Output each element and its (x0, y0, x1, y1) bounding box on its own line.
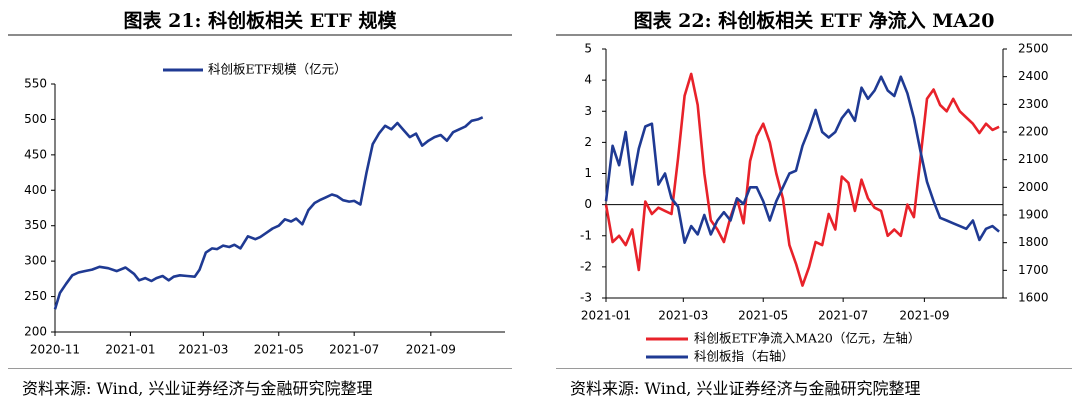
right-y-tick-label: 5 (584, 42, 592, 56)
left-source-divider (8, 368, 512, 369)
right-y2-tick-label: 1600 (1018, 291, 1049, 305)
left-x-tick-label: 2021-01 (105, 343, 155, 357)
left-x-tick-label: 2021-05 (254, 343, 304, 357)
right-y2-tick-label: 2000 (1018, 180, 1049, 194)
left-legend-label: 科创板ETF规模（亿元） (208, 62, 347, 77)
left-x-tick-label: 2020-11 (30, 343, 80, 357)
right-y-tick-label: 3 (584, 104, 592, 118)
right-index-line (604, 75, 1000, 244)
right-y-tick-label: 2 (584, 135, 592, 149)
left-y-tick-label: 400 (24, 183, 47, 197)
left-x-tick-label: 2021-09 (406, 343, 456, 357)
right-chart-source: 资料来源: Wind, 兴业证券经济与金融研究院整理 (570, 379, 921, 398)
left-y-tick-label: 200 (24, 325, 47, 339)
left-chart-source: 资料来源: Wind, 兴业证券经济与金融研究院整理 (22, 379, 373, 398)
right-y2-tick-label: 2400 (1018, 69, 1049, 83)
right-y2-tick-label: 2200 (1018, 125, 1049, 139)
right-y-tick-label: -2 (580, 259, 592, 273)
left-y-tick-label: 450 (24, 147, 47, 161)
left-chart-title: 图表 21: 科创板相关 ETF 规模 (123, 10, 397, 32)
right-x-tick-label: 2021-07 (818, 309, 868, 323)
right-x-tick-label: 2021-03 (658, 309, 708, 323)
right-y-tick-label: -3 (580, 291, 592, 305)
left-chart-panel: 图表 21: 科创板相关 ETF 规模 200 250 300 350 400 450 50… (0, 0, 520, 409)
right-chart-panel: 图表 22: 科创板相关 ETF 净流入 MA20 -3 -2 -1 0 1 2 3 4 5 16… (548, 0, 1080, 409)
right-netflow-line (604, 72, 1000, 287)
right-y2-tick-label: 2100 (1018, 152, 1049, 166)
right-x-tick-label: 2021-09 (899, 309, 949, 323)
right-y2-tick-label: 1800 (1018, 235, 1049, 249)
right-source-divider (556, 368, 1072, 369)
right-y2-tick-label: 1700 (1018, 263, 1049, 277)
left-title-divider (8, 34, 512, 36)
left-x-tick-label: 2021-03 (178, 343, 228, 357)
right-y-tick-label: -1 (580, 228, 592, 242)
right-y2-tick-label: 2300 (1018, 97, 1049, 111)
right-y2-tick-label: 1900 (1018, 208, 1049, 222)
left-y-tick-label: 500 (24, 112, 47, 126)
left-series-line (53, 116, 484, 310)
right-y-tick-label: 1 (584, 166, 592, 180)
right-legend-index-label: 科创板指（右轴） (694, 349, 794, 364)
left-y-tick-label: 300 (24, 254, 47, 268)
left-chart-svg: 200 250 300 350 400 450 500 550 2020-11 2021-01 20… (24, 62, 505, 357)
left-y-tick-label: 550 (24, 77, 47, 91)
right-y2-tick-label: 2500 (1018, 42, 1049, 56)
right-x-tick-label: 2021-05 (738, 309, 788, 323)
left-y-tick-label: 350 (24, 218, 47, 232)
right-x-tick-label: 2021-01 (581, 309, 631, 323)
right-y-tick-label: 4 (584, 73, 592, 87)
right-y-tick-label: 0 (584, 197, 592, 211)
left-y-tick-label: 250 (24, 289, 47, 303)
right-legend-netflow-label: 科创板ETF净流入MA20（亿元，左轴） (694, 331, 920, 346)
left-x-tick-label: 2021-07 (329, 343, 379, 357)
right-title-divider (556, 34, 1072, 36)
right-chart-title: 图表 22: 科创板相关 ETF 净流入 MA20 (633, 10, 995, 32)
right-chart-svg: -3 -2 -1 0 1 2 3 4 5 1600 1700 1800 1900 2000 2100 2200… (580, 42, 1049, 364)
